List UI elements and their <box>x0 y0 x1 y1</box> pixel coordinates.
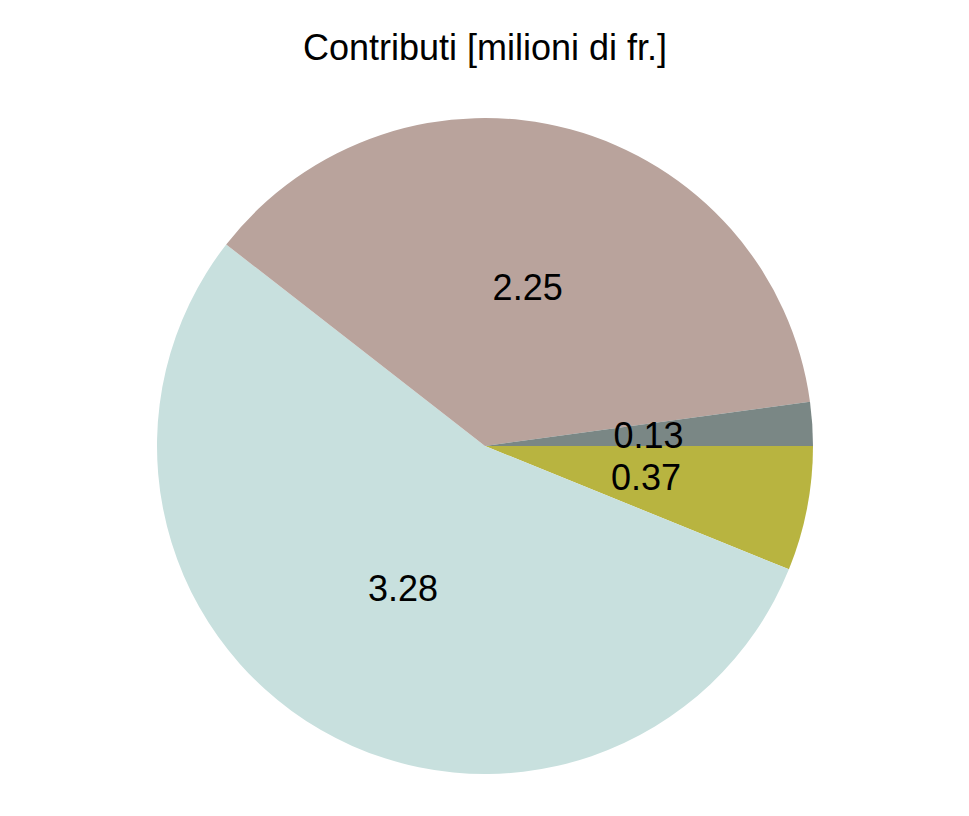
pie <box>157 118 813 774</box>
data-label: 0.37 <box>611 457 681 498</box>
data-label: 2.25 <box>493 267 563 308</box>
data-label: 3.28 <box>368 568 438 609</box>
data-label: 0.13 <box>614 415 684 456</box>
pie-slice <box>226 118 810 446</box>
title: Contributi [milioni di fr.] <box>303 27 667 68</box>
data-labels: 0.37 3.28 2.25 0.13 <box>368 267 684 608</box>
chart: Contributi [milioni di fr.]0.373.282.250… <box>0 0 969 816</box>
